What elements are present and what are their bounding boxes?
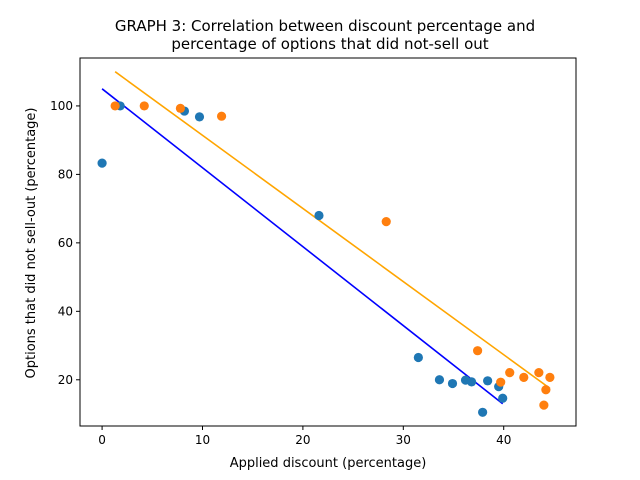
data-point-series-2 xyxy=(473,346,483,356)
data-point-series-2 xyxy=(541,385,551,395)
data-point-series-1 xyxy=(97,158,107,168)
data-point-series-2 xyxy=(216,111,227,121)
y-tick-label: 60 xyxy=(58,236,73,250)
x-tick-label: 0 xyxy=(98,433,106,447)
data-point-series-1 xyxy=(466,377,477,387)
data-point-series-2 xyxy=(496,377,506,387)
plot-area xyxy=(97,71,555,417)
x-tick-label: 30 xyxy=(396,433,411,447)
trend-line-1 xyxy=(101,88,504,405)
chart-title-line-1: GRAPH 3: Correlation between discount pe… xyxy=(115,17,535,35)
x-tick-label: 20 xyxy=(295,433,310,447)
trend-line-2 xyxy=(114,71,551,389)
data-point-series-2 xyxy=(545,372,555,382)
y-tick-label: 100 xyxy=(50,99,73,113)
data-point-series-1 xyxy=(413,352,423,363)
chart-title-line-2: percentage of options that did not-sell … xyxy=(171,35,488,53)
data-point-series-1 xyxy=(478,407,488,417)
x-tick-label: 40 xyxy=(496,433,511,447)
y-axis-label: Options that did not sell-out (percentag… xyxy=(24,108,39,379)
data-point-series-2 xyxy=(505,367,515,378)
x-axis-label: Applied discount (percentage) xyxy=(230,456,427,471)
data-point-series-2 xyxy=(139,101,149,111)
data-point-series-1 xyxy=(483,376,493,386)
x-tick-label: 10 xyxy=(195,433,210,447)
data-point-series-1 xyxy=(447,378,458,389)
data-point-series-2 xyxy=(519,372,529,382)
data-point-series-2 xyxy=(539,400,549,410)
data-point-series-2 xyxy=(110,101,120,111)
data-point-series-2 xyxy=(381,217,391,227)
y-axis: 20 40 60 80 100 xyxy=(50,99,80,387)
x-axis: 0 10 20 30 40 xyxy=(98,426,511,447)
data-point-series-2 xyxy=(175,103,186,113)
data-point-series-1 xyxy=(498,393,508,403)
data-point-series-1 xyxy=(434,375,445,385)
data-point-series-2 xyxy=(534,367,544,378)
data-point-series-1 xyxy=(314,210,324,221)
y-tick-label: 20 xyxy=(58,373,73,387)
data-point-series-1 xyxy=(194,112,205,122)
y-tick-label: 80 xyxy=(58,167,73,181)
y-tick-label: 40 xyxy=(58,304,73,318)
axes-frame xyxy=(79,57,577,427)
